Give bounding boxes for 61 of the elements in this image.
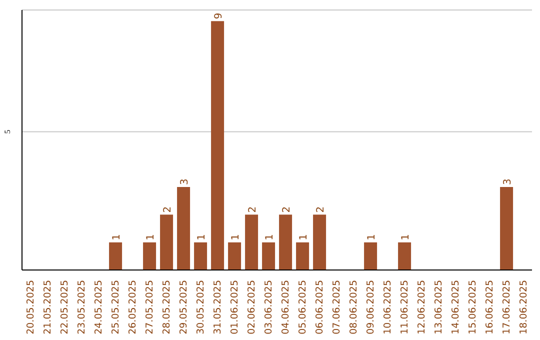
data-label: 3 bbox=[180, 178, 191, 186]
bar bbox=[279, 214, 292, 270]
x-tick-label: 08.06.2025 bbox=[348, 280, 360, 334]
x-tick-label: 25.05.2025 bbox=[110, 280, 122, 334]
data-label: 1 bbox=[146, 234, 157, 240]
data-label: 1 bbox=[298, 234, 310, 240]
bar bbox=[228, 242, 242, 270]
x-tick-label: 21.05.2025 bbox=[42, 280, 54, 334]
bar bbox=[160, 214, 174, 270]
x-tick-label: 04.06.2025 bbox=[280, 280, 292, 334]
bar bbox=[177, 187, 190, 270]
y-tick-label: 5 bbox=[3, 130, 12, 134]
x-tick-label: 20.05.2025 bbox=[26, 280, 36, 334]
data-label: 2 bbox=[282, 206, 293, 213]
x-tick-label: 03.06.2025 bbox=[264, 280, 274, 334]
bar bbox=[262, 242, 276, 270]
bar bbox=[364, 242, 378, 270]
bar bbox=[296, 242, 310, 270]
x-tick-label: 30.05.2025 bbox=[196, 280, 206, 334]
x-tick-label: 13.06.2025 bbox=[434, 280, 444, 334]
x-tick-label: 22.05.2025 bbox=[60, 280, 70, 334]
x-tick-label: 15.06.2025 bbox=[468, 280, 478, 334]
bar bbox=[313, 214, 326, 270]
data-label: 1 bbox=[230, 234, 242, 240]
bar bbox=[109, 242, 122, 270]
x-tick-label: 05.06.2025 bbox=[298, 280, 308, 334]
x-tick-label: 09.06.2025 bbox=[366, 280, 376, 334]
bar bbox=[245, 214, 258, 270]
bar bbox=[398, 242, 412, 270]
data-label: 9 bbox=[214, 12, 225, 20]
data-label: 2 bbox=[316, 206, 327, 213]
x-tick-label: 10.06.2025 bbox=[382, 280, 394, 334]
data-label: 2 bbox=[248, 206, 259, 213]
x-tick-label: 06.06.2025 bbox=[314, 280, 326, 334]
x-tick-label: 01.06.2025 bbox=[230, 280, 240, 334]
x-tick-label: 12.06.2025 bbox=[416, 280, 428, 334]
x-tick-label: 14.06.2025 bbox=[450, 280, 462, 334]
data-label: 3 bbox=[502, 178, 514, 186]
x-tick-label: 16.06.2025 bbox=[484, 280, 496, 334]
data-label: 1 bbox=[366, 234, 378, 240]
data-label: 1 bbox=[112, 234, 123, 240]
x-tick-label: 02.06.2025 bbox=[246, 280, 258, 334]
x-tick-label: 07.06.2025 bbox=[332, 280, 342, 334]
data-label: 1 bbox=[196, 234, 208, 240]
x-tick-label: 23.05.2025 bbox=[76, 280, 88, 334]
x-tick-label: 18.06.2025 bbox=[518, 280, 530, 334]
data-label: 1 bbox=[400, 234, 412, 240]
x-tick-label: 27.05.2025 bbox=[144, 280, 156, 334]
x-tick-label: 26.05.2025 bbox=[128, 280, 138, 334]
data-label: 1 bbox=[264, 234, 276, 240]
bar bbox=[500, 187, 514, 270]
x-tick-label: 17.06.2025 bbox=[502, 280, 512, 334]
x-tick-label: 29.05.2025 bbox=[178, 280, 190, 334]
x-tick-label: 28.05.2025 bbox=[162, 280, 172, 334]
x-tick-label: 31.05.2025 bbox=[212, 280, 224, 334]
bar bbox=[194, 242, 208, 270]
x-tick-label: 11.06.2025 bbox=[400, 280, 410, 334]
x-tick-label: 24.05.2025 bbox=[94, 280, 104, 334]
data-label: 2 bbox=[162, 206, 174, 213]
bar bbox=[143, 242, 156, 270]
bar bbox=[211, 21, 224, 270]
